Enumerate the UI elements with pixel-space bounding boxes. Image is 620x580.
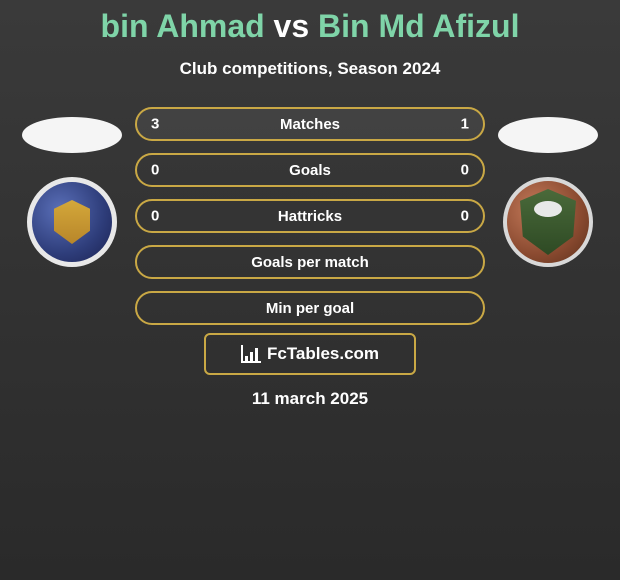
stat-fill-left (137, 109, 397, 139)
stat-label: Matches (280, 116, 340, 133)
player2-name: Bin Md Afizul (318, 8, 519, 44)
badge-right-shield (520, 189, 576, 255)
player1-flag (22, 117, 122, 153)
stat-label: Goals per match (251, 254, 369, 271)
stat-row: 0 Hattricks 0 (135, 199, 485, 233)
stat-label: Min per goal (266, 300, 354, 317)
stat-value-right: 0 (461, 208, 469, 225)
title-vs: vs (274, 8, 310, 44)
player1-club-badge (27, 177, 117, 267)
stat-fill-right (397, 109, 484, 139)
fctables-logo-text: FcTables.com (267, 344, 379, 364)
stat-row: Min per goal (135, 291, 485, 325)
subtitle: Club competitions, Season 2024 (0, 59, 620, 79)
stat-value-right: 1 (461, 116, 469, 133)
stat-value-right: 0 (461, 162, 469, 179)
player2-club-badge (503, 177, 593, 267)
stat-value-left: 0 (151, 162, 159, 179)
player2-flag (498, 117, 598, 153)
stat-label: Hattricks (278, 208, 342, 225)
date-label: 11 march 2025 (0, 389, 620, 409)
fctables-logo-box: FcTables.com (204, 333, 416, 375)
comparison-card: bin Ahmad vs Bin Md Afizul Club competit… (0, 0, 620, 409)
player1-name: bin Ahmad (101, 8, 265, 44)
left-side (17, 107, 127, 267)
main-row: 3 Matches 1 0 Goals 0 0 Hattricks 0 Goals per mat… (0, 107, 620, 325)
stat-label: Goals (289, 162, 331, 179)
stat-row: 3 Matches 1 (135, 107, 485, 141)
page-title: bin Ahmad vs Bin Md Afizul (0, 8, 620, 45)
stat-row: 0 Goals 0 (135, 153, 485, 187)
bar-chart-icon (241, 345, 261, 363)
stats-column: 3 Matches 1 0 Goals 0 0 Hattricks 0 Goals per mat… (135, 107, 485, 325)
right-side (493, 107, 603, 267)
stat-row: Goals per match (135, 245, 485, 279)
stat-value-left: 0 (151, 208, 159, 225)
stat-value-left: 3 (151, 116, 159, 133)
